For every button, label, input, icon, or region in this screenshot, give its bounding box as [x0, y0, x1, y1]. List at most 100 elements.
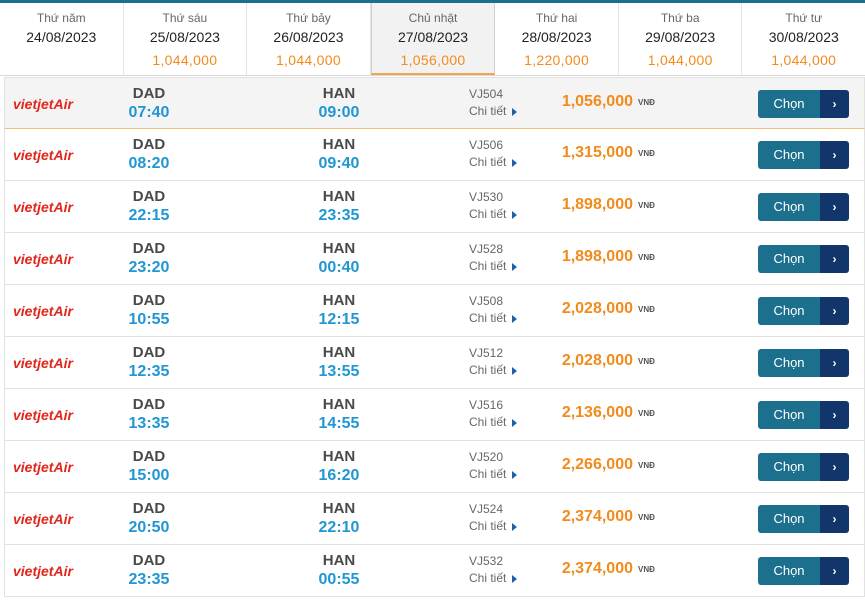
date-tab[interactable]: Thứ tư 30/08/2023 1,044,000: [742, 3, 865, 75]
flight-number: VJ528: [469, 242, 504, 256]
arrival-airport: HAN: [322, 344, 356, 361]
fare-price: 2,136,000: [561, 404, 633, 421]
detail-label: Chi tiết: [469, 363, 507, 377]
select-flight-button[interactable]: Chọn ›: [758, 557, 849, 585]
date-tab[interactable]: Thứ ba 29/08/2023 1,044,000: [619, 3, 743, 75]
date-weekday: Thứ tư: [785, 11, 823, 25]
flight-number: VJ532: [469, 554, 504, 568]
departure-airport: DAD: [132, 240, 166, 257]
detail-label: Chi tiết: [469, 571, 507, 585]
date-tab[interactable]: Thứ sáu 25/08/2023 1,044,000: [124, 3, 248, 75]
departure-time: 07:40: [128, 104, 170, 121]
arrival-airport: HAN: [322, 552, 356, 569]
select-flight-button[interactable]: Chọn ›: [758, 349, 849, 377]
date-tab[interactable]: Thứ bảy 26/08/2023 1,044,000: [247, 3, 371, 75]
date-selector: Thứ năm 24/08/2023 Thứ sáu 25/08/2023 1,…: [0, 3, 865, 76]
departure-time: 08:20: [128, 155, 170, 172]
fare-price: 1,315,000: [561, 144, 633, 161]
arrival-airport: HAN: [322, 240, 356, 257]
chevron-right-icon: ›: [820, 193, 849, 221]
arrival-time: 00:55: [318, 571, 360, 588]
flight-detail-link[interactable]: Chi tiết: [469, 571, 518, 585]
detail-label: Chi tiết: [469, 259, 507, 273]
chevron-right-icon: ›: [820, 245, 849, 273]
arrival-time: 00:40: [318, 259, 360, 276]
flight-detail-link[interactable]: Chi tiết: [469, 207, 518, 221]
flight-detail-link[interactable]: Chi tiết: [469, 155, 518, 169]
date-tab[interactable]: Thứ hai 28/08/2023 1,220,000: [495, 3, 619, 75]
flight-number: VJ520: [469, 450, 504, 464]
chevron-right-icon: ›: [820, 401, 849, 429]
departure-time: 15:00: [128, 467, 170, 484]
fare-price: 2,028,000: [561, 300, 633, 317]
svg-text:vietjetAir: vietjetAir: [13, 407, 74, 423]
select-flight-button[interactable]: Chọn ›: [758, 297, 849, 325]
select-flight-button[interactable]: Chọn ›: [758, 141, 849, 169]
flight-row: vietjetAir DAD 07:40 HAN 09:00 VJ504 Chi…: [4, 77, 865, 129]
select-button-label: Chọn: [758, 349, 820, 377]
currency-label: VNĐ: [638, 461, 655, 470]
departure-airport: DAD: [132, 188, 166, 205]
flight-detail-link[interactable]: Chi tiết: [469, 259, 518, 273]
chevron-right-icon: ›: [820, 297, 849, 325]
arrival-airport: HAN: [322, 136, 356, 153]
flight-detail-link[interactable]: Chi tiết: [469, 519, 518, 533]
arrival-airport: HAN: [322, 292, 356, 309]
flight-number: VJ524: [469, 502, 504, 516]
date-weekday: Thứ năm: [36, 11, 86, 25]
detail-label: Chi tiết: [469, 467, 507, 481]
select-flight-button[interactable]: Chọn ›: [758, 245, 849, 273]
chevron-right-icon: ›: [820, 90, 849, 118]
currency-label: VNĐ: [638, 201, 655, 210]
flight-detail-link[interactable]: Chi tiết: [469, 467, 518, 481]
svg-text:vietjetAir: vietjetAir: [13, 96, 74, 112]
caret-right-icon: [512, 107, 518, 116]
departure-airport: DAD: [132, 396, 166, 413]
svg-text:vietjetAir: vietjetAir: [13, 511, 74, 527]
fare-price: 1,056,000: [561, 93, 633, 110]
select-flight-button[interactable]: Chọn ›: [758, 401, 849, 429]
date-weekday: Chủ nhật: [408, 11, 458, 25]
departure-airport: DAD: [132, 448, 166, 465]
arrival-airport: HAN: [322, 500, 356, 517]
chevron-right-icon: ›: [820, 505, 849, 533]
vietjet-air-logo: vietjetAir: [13, 562, 77, 580]
currency-label: VNĐ: [638, 565, 655, 574]
select-flight-button[interactable]: Chọn ›: [758, 453, 849, 481]
flight-row: vietjetAir DAD 08:20 HAN 09:40 VJ506 Chi…: [4, 129, 865, 181]
flight-detail-link[interactable]: Chi tiết: [469, 311, 518, 325]
top-accent-bar: [0, 0, 865, 3]
arrival-time: 12:15: [318, 311, 360, 328]
date-value: 27/08/2023: [397, 29, 469, 45]
date-tab[interactable]: Thứ năm 24/08/2023: [0, 3, 124, 75]
departure-time: 13:35: [128, 415, 170, 432]
select-flight-button[interactable]: Chọn ›: [758, 90, 849, 118]
fare-price: 2,028,000: [561, 352, 633, 369]
caret-right-icon: [512, 210, 518, 219]
departure-airport: DAD: [132, 500, 166, 517]
flight-detail-link[interactable]: Chi tiết: [469, 104, 518, 118]
svg-text:vietjetAir: vietjetAir: [13, 355, 74, 371]
select-flight-button[interactable]: Chọn ›: [758, 505, 849, 533]
flight-detail-link[interactable]: Chi tiết: [469, 363, 518, 377]
currency-label: VNĐ: [638, 149, 655, 158]
fare-price: 2,266,000: [561, 456, 633, 473]
caret-right-icon: [512, 470, 518, 479]
date-tab-selected[interactable]: Chủ nhật 27/08/2023 1,056,000: [370, 3, 496, 75]
select-button-label: Chọn: [758, 141, 820, 169]
flight-row: vietjetAir DAD 23:20 HAN 00:40 VJ528 Chi…: [4, 233, 865, 285]
departure-time: 23:35: [128, 571, 170, 588]
flight-number: VJ504: [469, 87, 504, 101]
flight-row: vietjetAir DAD 23:35 HAN 00:55 VJ532 Chi…: [4, 545, 865, 597]
select-button-label: Chọn: [758, 505, 820, 533]
select-flight-button[interactable]: Chọn ›: [758, 193, 849, 221]
date-value: 25/08/2023: [149, 29, 220, 45]
vietjet-air-logo: vietjetAir: [13, 146, 77, 164]
arrival-time: 16:20: [318, 467, 360, 484]
departure-time: 10:55: [128, 311, 170, 328]
select-button-label: Chọn: [758, 557, 820, 585]
flight-detail-link[interactable]: Chi tiết: [469, 415, 518, 429]
flight-row: vietjetAir DAD 12:35 HAN 13:55 VJ512 Chi…: [4, 337, 865, 389]
detail-label: Chi tiết: [469, 311, 507, 325]
vietjet-air-logo: vietjetAir: [13, 250, 77, 268]
